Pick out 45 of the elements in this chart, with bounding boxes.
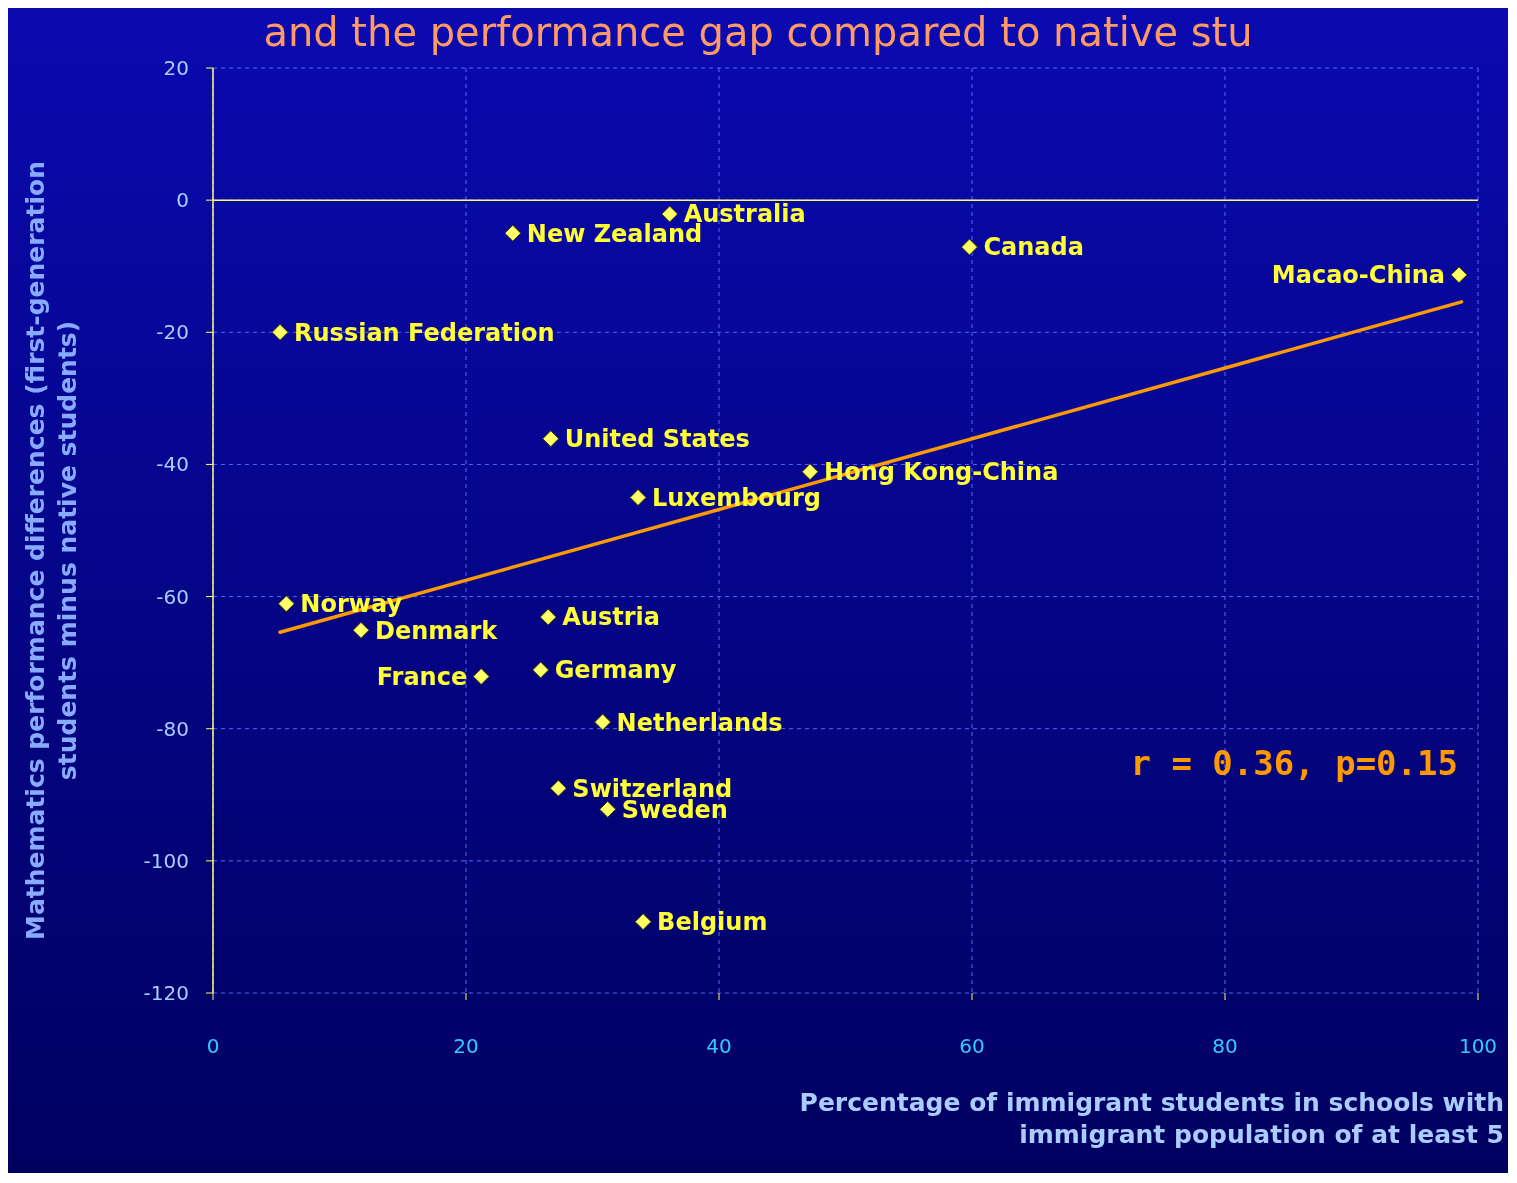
annotation: France bbox=[376, 662, 468, 691]
annotation: Russian Federation bbox=[294, 318, 555, 347]
x-tick-label: 40 bbox=[706, 1034, 732, 1058]
y-tick-label: -40 bbox=[156, 452, 189, 477]
annotation: Netherlands bbox=[616, 708, 783, 737]
point bbox=[1450, 266, 1468, 284]
point bbox=[634, 913, 652, 931]
y-tick-label: -80 bbox=[156, 716, 189, 741]
point bbox=[277, 595, 295, 613]
point bbox=[594, 713, 612, 731]
y-tick-label: 20 bbox=[163, 56, 189, 80]
point bbox=[472, 668, 490, 686]
point bbox=[271, 323, 289, 341]
annotation: Denmark bbox=[375, 616, 499, 645]
point bbox=[629, 488, 647, 506]
annotation: r = 0.36, p=0.15 bbox=[1130, 742, 1458, 783]
x-tick-label: 100 bbox=[1458, 1034, 1498, 1058]
y-tick-label: -60 bbox=[156, 584, 189, 609]
point bbox=[539, 608, 557, 626]
annotation: Belgium bbox=[657, 908, 768, 937]
x-tick-label: 20 bbox=[453, 1034, 479, 1058]
point bbox=[661, 205, 679, 223]
annotation: Austria bbox=[562, 603, 660, 632]
y-tick-label: 0 bbox=[176, 188, 189, 213]
point bbox=[801, 463, 819, 481]
x-axis-title: Percentage of immigrant students in schools with immigrant population of at least 5 bbox=[799, 1088, 1504, 1149]
point bbox=[352, 621, 370, 639]
chart-title: and the performance gap compared to native stu bbox=[263, 9, 1253, 55]
annotation: Macao-China bbox=[1271, 261, 1446, 290]
point bbox=[504, 224, 522, 242]
x-tick-label: 0 bbox=[206, 1034, 220, 1058]
point bbox=[960, 238, 978, 256]
annotation: Canada bbox=[983, 233, 1084, 262]
point bbox=[542, 430, 560, 448]
point bbox=[532, 661, 550, 679]
y-tick-label: -20 bbox=[156, 320, 189, 345]
y-axis-title: Mathematics performance differences (first-generation students minus native students) bbox=[21, 161, 82, 940]
point bbox=[549, 779, 567, 797]
y-tick-label: -120 bbox=[143, 981, 189, 1005]
annotation: United States bbox=[564, 425, 750, 454]
point bbox=[599, 800, 617, 818]
x-tick-label: 80 bbox=[1212, 1034, 1238, 1058]
x-tick-label: 60 bbox=[959, 1034, 985, 1058]
annotation: Germany bbox=[554, 656, 677, 685]
y-tick-label: -100 bbox=[143, 848, 189, 873]
